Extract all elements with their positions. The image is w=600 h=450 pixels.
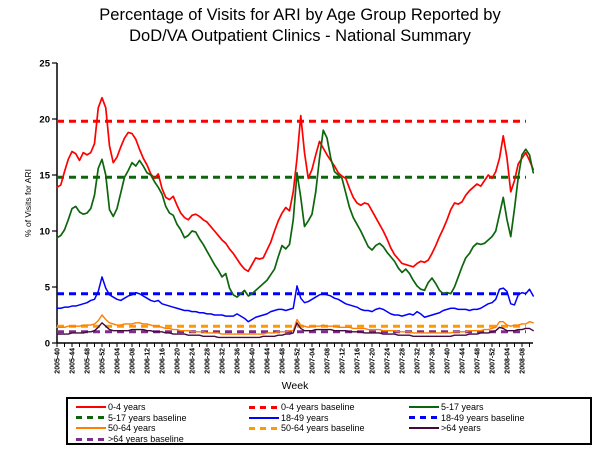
series-line-0-4-years <box>56 96 535 273</box>
y-tick-label: 15 <box>39 171 50 182</box>
legend-item: 0-4 years baseline <box>249 402 409 413</box>
chart-title-line-1: Percentage of Visits for ARI by Age Grou… <box>99 6 501 24</box>
x-tick-label: 2005-48 <box>85 348 92 374</box>
chart-legend: 0-4 years 0-4 years baseline 5-17 years 5-1… <box>66 397 592 445</box>
legend-swatch-solid <box>76 427 106 430</box>
legend-item: 50-64 years <box>76 423 249 434</box>
legend-swatch-solid <box>409 406 439 409</box>
x-tick-label: 2005-44 <box>70 348 77 374</box>
x-tick-label: 2006-24 <box>190 348 197 374</box>
series-line-18-49-years <box>56 276 534 323</box>
x-tick-label: 2007-36 <box>430 348 437 374</box>
legend-item: 5-17 years baseline <box>76 413 249 424</box>
x-tick-label: 2007-04 <box>310 348 317 374</box>
x-tick-label: 2006-52 <box>295 348 302 374</box>
x-tick-label: 2006-48 <box>280 348 287 374</box>
legend-item: 5-17 years <box>409 402 590 413</box>
x-tick-label: 2007-20 <box>370 348 377 374</box>
legend-swatch-solid <box>76 406 106 409</box>
x-tick-label: 2006-08 <box>130 348 137 374</box>
legend-item: 18-49 years <box>249 413 409 424</box>
legend-swatch-dashed <box>76 437 106 441</box>
legend-swatch-solid <box>409 427 439 430</box>
legend-label: 5-17 years baseline <box>108 412 187 423</box>
x-tick-label: 2007-32 <box>415 348 422 374</box>
legend-swatch-dashed <box>76 416 106 420</box>
x-tick-label: 2006-12 <box>145 348 152 374</box>
series-line--64-years <box>56 322 534 339</box>
x-tick-label: 2007-40 <box>445 348 452 374</box>
legend-item: >64 years baseline <box>76 434 249 445</box>
ari-line-chart: 0 5 10 15 20 25 2005-40 2005-44 2005-48 2005-52 20… <box>23 59 535 392</box>
x-tick-label: 2006-36 <box>235 348 242 374</box>
legend-label: 50-64 years baseline <box>281 423 365 434</box>
x-tick-label: 2008-08 <box>520 348 527 374</box>
chart-title-line-2: DoD/VA Outpatient Clinics - National Sum… <box>129 27 471 46</box>
x-tick-label: 2007-24 <box>385 348 392 374</box>
y-tick-label: 10 <box>39 227 50 238</box>
series-line-50-64-years <box>56 314 534 335</box>
x-tick-label: 2008-04 <box>505 348 512 374</box>
y-tick-label: 5 <box>45 283 51 294</box>
x-tick-label: 2006-32 <box>220 348 227 374</box>
legend-label: 50-64 years <box>108 423 156 434</box>
chart-title: Percentage of Visits for ARI by Age Grou… <box>0 5 600 47</box>
legend-label: 0-4 years <box>108 402 146 413</box>
x-tick-label: 2006-44 <box>265 348 272 374</box>
legend-item: >64 years <box>409 423 590 434</box>
x-tick-label: 2007-52 <box>490 348 497 374</box>
legend-label: 18-49 years baseline <box>441 412 525 423</box>
y-tick-label: 25 <box>39 59 50 70</box>
x-tick-label: 2006-20 <box>175 348 182 374</box>
x-tick-label: 2006-40 <box>250 348 257 374</box>
legend-swatch-dashed <box>249 405 279 409</box>
x-tick-label: 2007-12 <box>340 348 347 374</box>
x-tick-label: 2005-52 <box>100 348 107 374</box>
legend-label: 5-17 years <box>441 402 484 413</box>
legend-label: 0-4 years baseline <box>281 402 355 413</box>
y-tick-label: 20 <box>39 115 50 126</box>
legend-swatch-dashed <box>249 426 279 430</box>
legend-item: 50-64 years baseline <box>249 423 409 434</box>
y-axis-label: % of Visits for ARI <box>23 169 33 237</box>
legend-label: 18-49 years <box>281 412 329 423</box>
x-tick-label: 2007-16 <box>355 348 362 374</box>
x-tick-label: 2007-08 <box>325 348 332 374</box>
legend-label: >64 years baseline <box>108 434 184 445</box>
x-tick-label: 2006-28 <box>205 348 212 374</box>
x-tick-label: 2006-04 <box>115 348 122 374</box>
legend-item: 0-4 years <box>76 402 249 413</box>
x-axis-label: Week <box>282 380 309 392</box>
legend-swatch-solid <box>249 416 279 419</box>
y-tick-label: 0 <box>45 339 50 350</box>
series-line-5-17-years <box>56 129 535 298</box>
x-tick-label: 2007-44 <box>460 348 467 374</box>
legend-swatch-dashed <box>409 416 439 420</box>
legend-label: >64 years <box>441 423 481 434</box>
x-tick-label: 2007-48 <box>475 348 482 374</box>
x-tick-label: 2006-16 <box>160 348 167 374</box>
legend-item: 18-49 years baseline <box>409 413 590 424</box>
x-tick-label: 2005-40 <box>55 348 62 374</box>
x-tick-label: 2007-28 <box>400 348 407 374</box>
